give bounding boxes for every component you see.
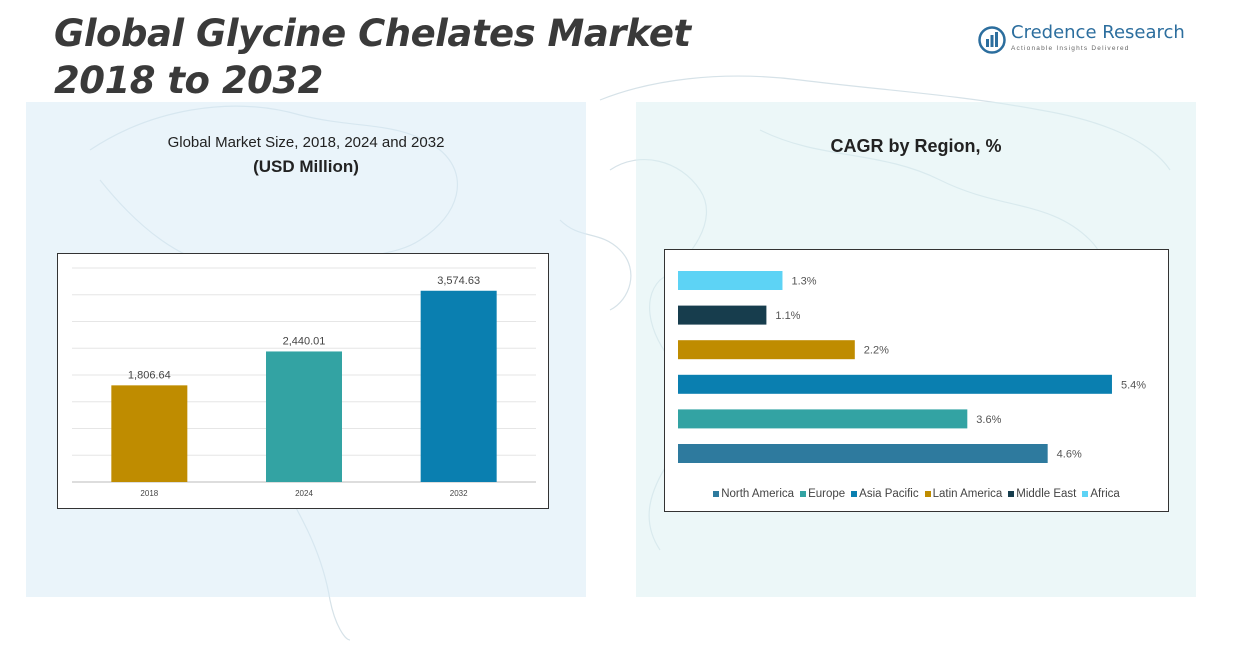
bar-value-label: 5.4% bbox=[1121, 379, 1146, 391]
bar-latin-america bbox=[678, 340, 855, 360]
bar-value-label: 2,440.01 bbox=[283, 335, 326, 347]
title-line-2: 2018 to 2032 bbox=[54, 59, 323, 102]
bar-value-label: 3,574.63 bbox=[437, 275, 480, 287]
cagr-legend: North America Europe Asia Pacific Latin Ame… bbox=[665, 488, 1168, 500]
legend-item: North America bbox=[713, 488, 794, 500]
page-title: Global Glycine Chelates Market 2018 to 2… bbox=[54, 10, 691, 104]
x-tick-label: 2018 bbox=[140, 489, 158, 498]
bar-value-label: 1.1% bbox=[775, 310, 800, 322]
legend-swatch bbox=[800, 491, 807, 497]
legend-label: Middle East bbox=[1016, 488, 1077, 500]
bar-asia-pacific bbox=[678, 374, 1112, 394]
logo-name: Credence Research bbox=[1011, 22, 1185, 43]
legend-label: Africa bbox=[1090, 488, 1120, 500]
bar-value-label: 2.2% bbox=[864, 345, 889, 357]
legend-swatch bbox=[1082, 491, 1089, 497]
legend-item: Asia Pacific bbox=[851, 488, 919, 500]
market-size-chart-svg: 1,806.64 2018 2,440.01 2024 3,574.63 2032 bbox=[72, 267, 536, 498]
bar-value-label: 1.3% bbox=[791, 276, 816, 288]
cagr-chart-svg: 1.3% 1.1% 2.2% 5.4% 3.6% 4.6% bbox=[678, 271, 1146, 463]
market-size-title: Global Market Size, 2018, 2024 and 2032 bbox=[167, 134, 445, 151]
legend-swatch bbox=[713, 491, 720, 497]
cagr-chart: 1.3% 1.1% 2.2% 5.4% 3.6% 4.6% North America Eu… bbox=[664, 249, 1169, 512]
logo-icon bbox=[978, 26, 1006, 54]
legend-item: Europe bbox=[800, 488, 845, 500]
legend-swatch bbox=[851, 491, 858, 497]
x-tick-label: 2032 bbox=[450, 489, 468, 498]
bar-europe bbox=[678, 409, 968, 429]
legend-label: North America bbox=[721, 488, 795, 500]
x-tick-label: 2024 bbox=[295, 489, 313, 498]
legend-item: Africa bbox=[1082, 488, 1120, 500]
bar-value-label: 3.6% bbox=[976, 414, 1001, 426]
market-size-unit: (USD Million) bbox=[253, 157, 359, 176]
legend-label: Europe bbox=[808, 488, 846, 500]
bar-north-america bbox=[678, 444, 1048, 463]
bar-africa bbox=[678, 271, 783, 290]
bar-2024 bbox=[266, 351, 342, 482]
legend-label: Latin America bbox=[932, 488, 1003, 500]
logo-tagline: Actionable Insights Delivered bbox=[1011, 45, 1130, 52]
market-size-chart: 1,806.64 2018 2,440.01 2024 3,574.63 2032 bbox=[57, 253, 549, 509]
bar-middle-east bbox=[678, 305, 767, 325]
bar-value-label: 4.6% bbox=[1057, 449, 1082, 461]
legend-item: Middle East bbox=[1008, 488, 1076, 500]
legend-label: Asia Pacific bbox=[859, 488, 919, 500]
legend-swatch bbox=[924, 491, 931, 497]
bar-2018 bbox=[111, 385, 188, 482]
legend-swatch bbox=[1008, 491, 1015, 497]
cagr-title: CAGR by Region, % bbox=[830, 136, 1002, 156]
bar-value-label: 1,806.64 bbox=[128, 369, 171, 381]
legend-item: Latin America bbox=[924, 488, 1003, 500]
title-line-1: Global Glycine Chelates Market bbox=[54, 12, 691, 55]
bar-2032 bbox=[420, 290, 497, 482]
